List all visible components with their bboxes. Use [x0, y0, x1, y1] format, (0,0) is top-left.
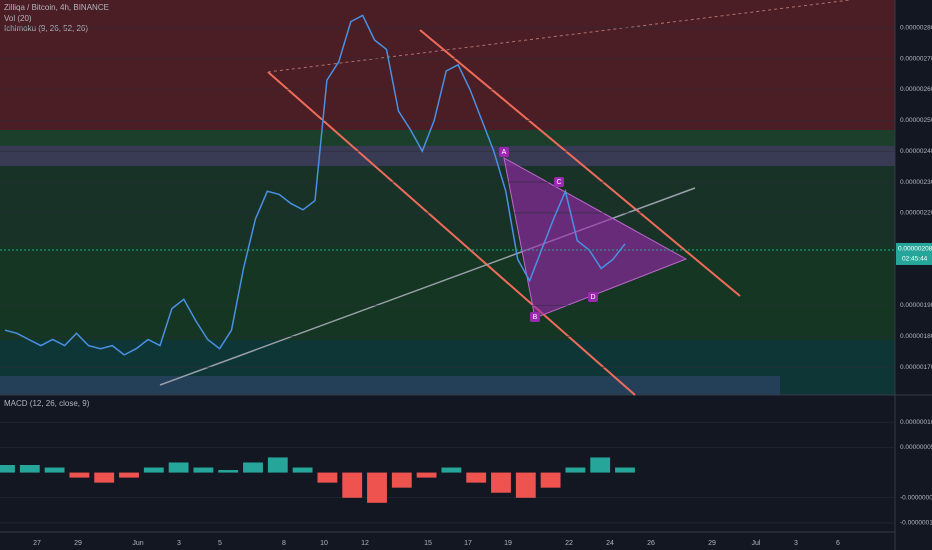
pattern-badge: [588, 292, 598, 302]
macd-bar: [590, 457, 611, 473]
macd-bar: [515, 472, 536, 498]
y-tick-label: 0.00000270: [900, 55, 932, 62]
x-tick-label: 29: [74, 540, 82, 547]
macd-bar: [565, 467, 586, 473]
x-tick-label: Jun: [132, 540, 143, 547]
macd-bar: [466, 472, 487, 483]
y-tick-label: 0.00000260: [900, 86, 932, 93]
pattern-badge: [554, 177, 564, 187]
macd-bar: [218, 470, 239, 473]
x-tick-label: 8: [282, 540, 286, 547]
zone-green: [0, 246, 895, 340]
macd-bar: [143, 467, 164, 473]
y-tick-label: 0.00000220: [900, 210, 932, 217]
x-tick-label: 3: [794, 540, 798, 547]
y-tick-label: 0.00000180: [900, 333, 932, 340]
macd-bar: [168, 462, 189, 473]
triangle-pattern: [503, 157, 688, 319]
x-tick-label: Jul: [752, 540, 761, 547]
indicator-label: Ichimoku (9, 26, 52, 26): [4, 24, 88, 33]
macd-bar: [119, 472, 139, 478]
zone-red: [0, 0, 895, 130]
price-line: [4, 14, 626, 356]
zone-green: [0, 130, 895, 146]
macd-bar: [193, 467, 214, 473]
x-tick-label: 29: [708, 540, 716, 547]
volume-zone: [0, 376, 780, 395]
indicator-label: MACD (12, 26, close, 9): [4, 399, 90, 408]
macd-bar: [19, 465, 40, 473]
channel-line: [267, 71, 636, 396]
y-tick-label: 0.00000280: [900, 24, 932, 31]
indicator-label: Vol (20): [4, 14, 32, 23]
x-tick-label: 19: [504, 540, 512, 547]
macd-bar: [441, 467, 462, 473]
pattern-label: A: [502, 149, 507, 156]
x-tick-label: 27: [33, 540, 41, 547]
pattern-badge: [530, 312, 540, 322]
trend-line: [267, 0, 851, 73]
macd-bar: [243, 462, 263, 473]
y-tick-label: -0.00000005: [900, 494, 932, 501]
macd-bar: [540, 472, 561, 488]
x-tick-label: 12: [361, 540, 369, 547]
zone-green: [0, 166, 895, 246]
macd-bar: [94, 472, 115, 483]
zone-purple: [0, 146, 895, 166]
countdown-label: 02:45:44: [902, 256, 928, 263]
x-tick-label: 6: [836, 540, 840, 547]
macd-bar: [342, 472, 363, 498]
macd-bar: [44, 467, 65, 473]
macd-bar: [615, 467, 635, 473]
macd-bar: [416, 472, 437, 478]
x-tick-label: 17: [464, 540, 472, 547]
macd-bar: [491, 472, 511, 493]
macd-bar: [391, 472, 412, 488]
pattern-label: B: [533, 314, 538, 321]
y-tick-label: 0.00000170: [900, 364, 932, 371]
macd-bar: [292, 467, 313, 473]
y-tick-label: 0.00000005: [900, 444, 932, 451]
y-tick-label: 0.00000010: [900, 419, 932, 426]
y-tick-label: 0.00000240: [900, 148, 932, 155]
chart-title: Zilliqa / Bitcoin, 4h, BINANCE: [4, 3, 109, 12]
macd-bar: [267, 457, 288, 473]
macd-bar: [317, 472, 338, 483]
macd-bar: [69, 472, 90, 478]
x-tick-label: 5: [218, 540, 222, 547]
last-price-label: 0.00000208: [898, 246, 932, 253]
channel-line: [419, 29, 741, 297]
x-tick-label: 22: [565, 540, 573, 547]
y-tick-label: 0.00000230: [900, 179, 932, 186]
x-tick-label: 26: [647, 540, 655, 547]
pattern-label: C: [556, 179, 561, 186]
price-badge: [896, 242, 932, 265]
pattern-label: D: [590, 294, 595, 301]
x-tick-label: 3: [177, 540, 181, 547]
y-tick-label: -0.00000010: [900, 520, 932, 527]
y-tick-label: 0.00000190: [900, 302, 932, 309]
x-tick-label: 15: [424, 540, 432, 547]
x-tick-label: 10: [320, 540, 328, 547]
macd-bar: [0, 465, 15, 473]
pattern-badge: [499, 147, 509, 157]
y-tick-label: 0.00000250: [900, 117, 932, 124]
macd-bar: [367, 472, 387, 503]
x-tick-label: 24: [606, 540, 614, 547]
